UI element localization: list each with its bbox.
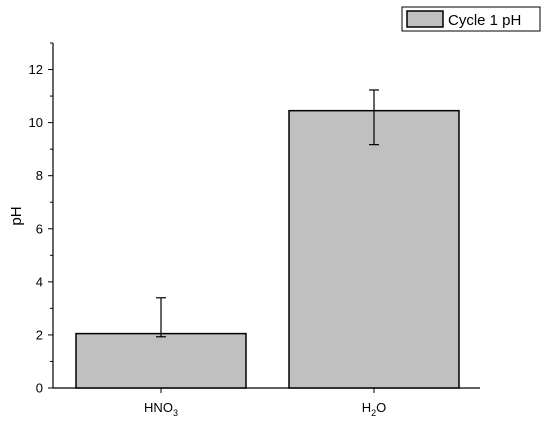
y-tick-label: 0 [36, 381, 43, 396]
bar [288, 109, 460, 389]
x-tick-label: H2O [362, 400, 387, 418]
x-tick-label: HNO3 [144, 400, 178, 418]
y-axis-title: pH [8, 206, 25, 225]
legend-label: Cycle 1 pH [448, 12, 521, 29]
plot-area: 0 2 4 6 8 10 12 HNO3 H2O [29, 42, 480, 418]
y-tick-label: 12 [29, 62, 43, 77]
y-tick-label: 6 [36, 221, 43, 236]
y-tick-label: 10 [29, 115, 43, 130]
bar [75, 332, 247, 389]
y-tick-label: 4 [36, 274, 43, 289]
y-tick-label: 2 [36, 327, 43, 342]
legend: Cycle 1 pH [401, 6, 541, 32]
y-tick-label: 8 [36, 168, 43, 183]
legend-swatch [406, 10, 444, 28]
